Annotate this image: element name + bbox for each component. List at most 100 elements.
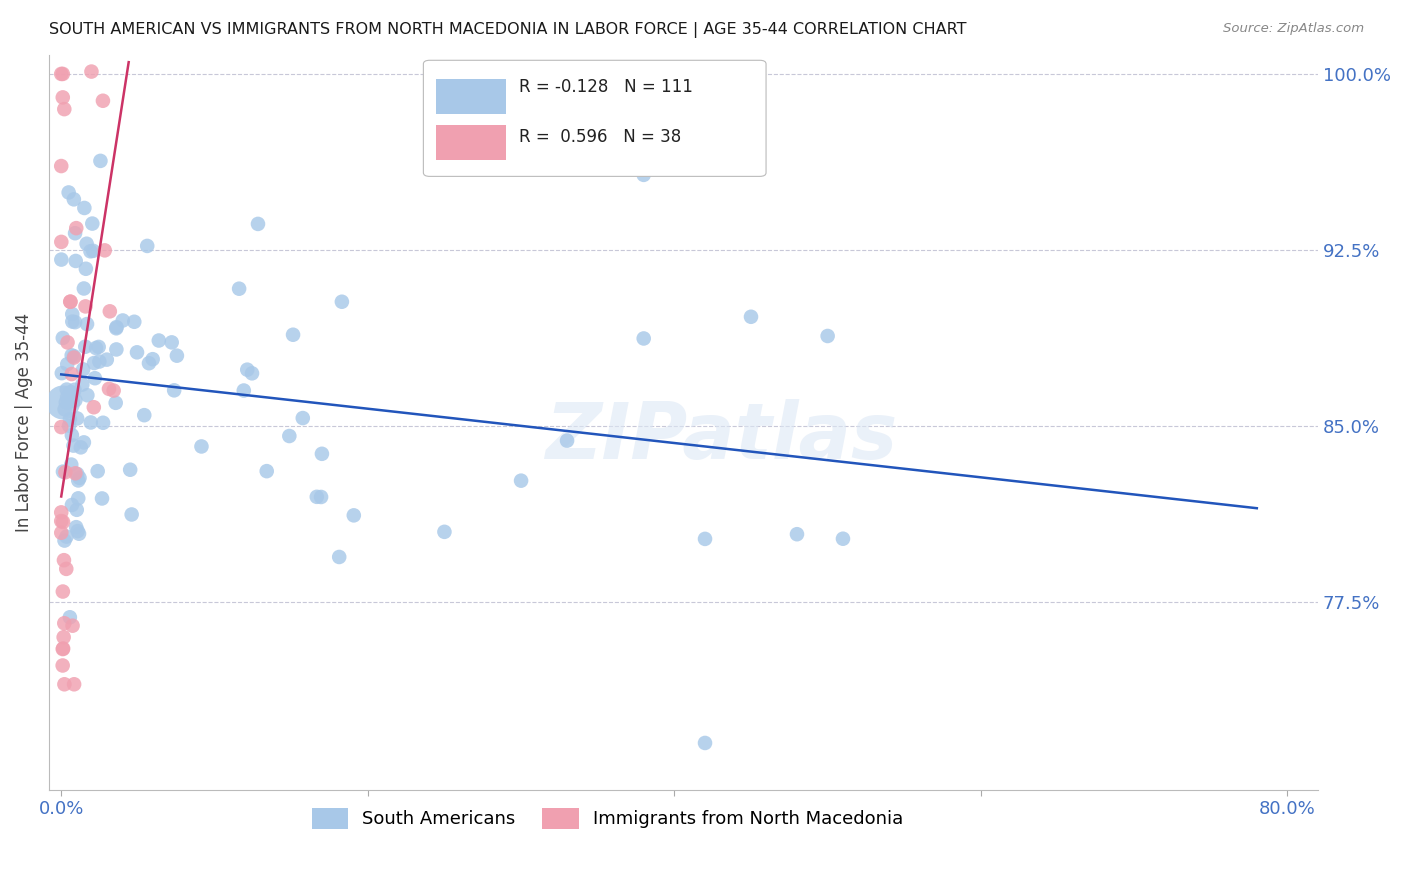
Point	[63, 192, 86, 206]
Point	[79, 244, 101, 259]
Point	[51, 366, 73, 380]
Point	[832, 532, 855, 546]
FancyBboxPatch shape	[423, 61, 766, 177]
Text: R = -0.128   N = 111: R = -0.128 N = 111	[519, 78, 692, 95]
Point	[67, 526, 90, 541]
Point	[60, 315, 83, 329]
Point	[72, 377, 94, 392]
Point	[51, 505, 73, 519]
Point	[75, 340, 97, 354]
Point	[256, 464, 278, 478]
Bar	[436, 125, 506, 161]
Point	[80, 64, 103, 78]
Point	[51, 235, 73, 249]
Point	[52, 642, 75, 657]
Point	[58, 418, 80, 433]
Point	[58, 395, 80, 409]
Point	[82, 217, 104, 231]
Point	[86, 464, 108, 478]
Point	[52, 553, 75, 567]
Point	[76, 236, 98, 251]
Point	[51, 159, 73, 173]
Point	[62, 385, 84, 400]
Point	[311, 447, 333, 461]
Point	[56, 357, 79, 371]
Point	[59, 610, 82, 624]
Point	[83, 356, 105, 370]
Point	[693, 532, 716, 546]
Point	[75, 299, 97, 313]
Point	[60, 348, 83, 362]
Point	[56, 390, 79, 404]
Point	[433, 524, 456, 539]
Point	[63, 383, 86, 397]
Point	[136, 239, 159, 253]
Text: SOUTH AMERICAN VS IMMIGRANTS FROM NORTH MACEDONIA IN LABOR FORCE | AGE 35-44 COR: SOUTH AMERICAN VS IMMIGRANTS FROM NORTH …	[49, 22, 967, 38]
Point	[53, 677, 76, 691]
Point	[62, 439, 84, 453]
Point	[53, 616, 76, 631]
Legend: South Americans, Immigrants from North Macedonia: South Americans, Immigrants from North M…	[304, 801, 911, 836]
Point	[291, 411, 314, 425]
Point	[58, 186, 80, 200]
Point	[91, 94, 114, 108]
Point	[52, 67, 75, 81]
Point	[51, 67, 73, 81]
Point	[60, 367, 83, 381]
Point	[281, 327, 304, 342]
Point	[786, 527, 808, 541]
Point	[134, 408, 156, 422]
Point	[91, 491, 114, 506]
Point	[65, 520, 87, 534]
Point	[65, 467, 87, 481]
Point	[163, 384, 186, 398]
Point	[62, 618, 84, 632]
Point	[93, 244, 115, 258]
Point	[138, 356, 160, 370]
Point	[343, 508, 366, 523]
Point	[633, 331, 655, 345]
Point	[96, 352, 118, 367]
Point	[52, 465, 75, 479]
Point	[52, 331, 75, 345]
Point	[67, 491, 90, 506]
Point	[63, 349, 86, 363]
Point	[305, 490, 328, 504]
Point	[65, 393, 87, 408]
Point	[740, 310, 762, 324]
Point	[60, 428, 83, 442]
Point	[111, 313, 134, 327]
Point	[69, 471, 91, 485]
Point	[65, 254, 87, 268]
Point	[328, 549, 350, 564]
Text: ZIPatlas: ZIPatlas	[546, 400, 898, 475]
Y-axis label: In Labor Force | Age 35-44: In Labor Force | Age 35-44	[15, 313, 32, 533]
Point	[104, 396, 127, 410]
Point	[309, 490, 332, 504]
Point	[73, 201, 96, 215]
Point	[76, 388, 98, 402]
Point	[66, 411, 89, 425]
Point	[63, 315, 86, 329]
Point	[105, 343, 128, 357]
Point	[76, 317, 98, 331]
Point	[60, 498, 83, 512]
Point	[63, 226, 86, 240]
Text: Source: ZipAtlas.com: Source: ZipAtlas.com	[1223, 22, 1364, 36]
Point	[55, 465, 77, 479]
Point	[52, 90, 75, 104]
Point	[52, 584, 75, 599]
Point	[53, 102, 76, 116]
Point	[55, 562, 77, 576]
Point	[52, 515, 75, 529]
Point	[633, 168, 655, 182]
Point	[66, 503, 89, 517]
Point	[84, 341, 107, 355]
Point	[73, 435, 96, 450]
Point	[160, 335, 183, 350]
Point	[98, 304, 121, 318]
Point	[82, 244, 104, 258]
Point	[75, 261, 97, 276]
Point	[330, 294, 353, 309]
Point	[510, 474, 533, 488]
